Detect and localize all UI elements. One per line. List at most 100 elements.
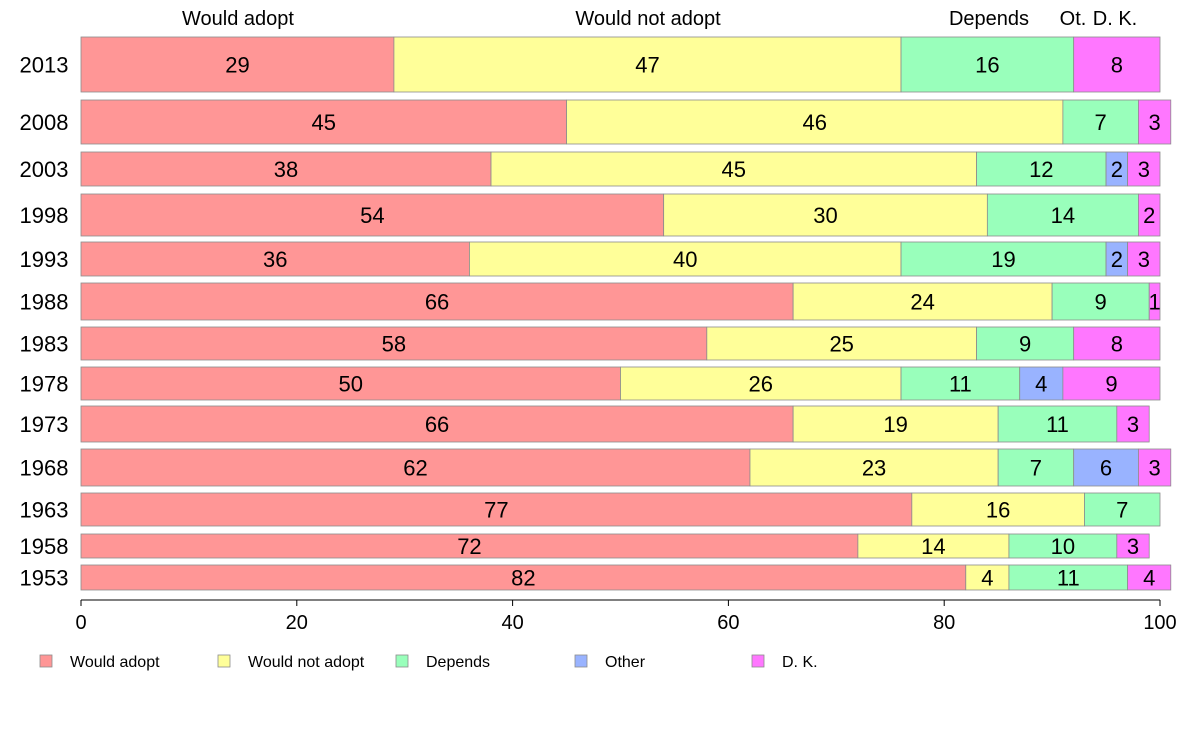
bar-value-label: 66 — [425, 412, 449, 437]
bar-segment — [80, 193, 665, 237]
bar-value-label: 24 — [910, 290, 934, 315]
legend-label: Other — [605, 654, 646, 671]
bar-segment — [80, 99, 567, 145]
bar-segment — [1051, 282, 1150, 321]
bar-segment — [706, 326, 977, 361]
bar-segment — [986, 193, 1139, 237]
bar-segment — [1084, 492, 1161, 527]
bar-value-label: 82 — [511, 566, 535, 591]
bar-segment — [900, 36, 1075, 93]
bar-value-label: 66 — [425, 290, 449, 315]
bar-value-label: 3 — [1148, 110, 1160, 135]
bar-segment — [900, 366, 1021, 401]
bar-value-label: 25 — [829, 332, 853, 357]
bar-segment — [80, 151, 492, 187]
category-label: 1973 — [20, 412, 69, 437]
bar-segment — [1138, 193, 1161, 237]
category-label: 2013 — [20, 53, 69, 78]
category-label: 2008 — [20, 110, 69, 135]
bar-value-label: 3 — [1148, 456, 1160, 481]
bar-segment — [80, 448, 751, 487]
bar-value-label: 58 — [382, 332, 406, 357]
bar-value-label: 45 — [312, 110, 336, 135]
legend-label: D. K. — [782, 654, 818, 671]
bar-value-label: 12 — [1029, 157, 1053, 182]
bar-value-label: 29 — [225, 53, 249, 78]
bar-value-label: 10 — [1051, 534, 1075, 559]
bar-value-label: 7 — [1116, 498, 1128, 523]
bar-segment — [1062, 99, 1139, 145]
category-label: 1998 — [20, 203, 69, 228]
category-label: 2003 — [20, 157, 69, 182]
bar-value-label: 4 — [981, 566, 993, 591]
bar-value-label: 19 — [991, 247, 1015, 272]
bar-segment — [393, 36, 902, 93]
bar-value-label: 45 — [722, 157, 746, 182]
bar-value-label: 50 — [339, 372, 363, 397]
bar-segment — [997, 405, 1118, 443]
top-column-label: D. K. — [1093, 8, 1137, 30]
bar-segment — [900, 241, 1107, 277]
legend-label: Would adopt — [70, 654, 160, 671]
x-tick-label: 0 — [75, 612, 86, 634]
bar-value-label: 9 — [1105, 372, 1117, 397]
bar-value-label: 7 — [1095, 110, 1107, 135]
bar-value-label: 38 — [274, 157, 298, 182]
bar-value-label: 26 — [749, 372, 773, 397]
bar-segment — [1127, 151, 1161, 187]
category-label: 1968 — [20, 456, 69, 481]
legend-label: Would not adopt — [248, 654, 365, 671]
bar-value-label: 4 — [1035, 372, 1047, 397]
bar-segment — [1138, 448, 1172, 487]
bar-segment — [80, 564, 967, 591]
bar-value-label: 3 — [1127, 534, 1139, 559]
bar-segment — [1148, 282, 1161, 321]
legend-swatch — [751, 654, 765, 668]
bar-value-label: 19 — [883, 412, 907, 437]
bar-value-label: 11 — [949, 372, 972, 397]
bar-value-label: 3 — [1127, 412, 1139, 437]
bar-segment — [1019, 366, 1064, 401]
bar-value-label: 9 — [1095, 290, 1107, 315]
bar-segment — [1116, 533, 1150, 559]
bar-value-label: 3 — [1138, 157, 1150, 182]
bar-value-label: 40 — [673, 247, 697, 272]
bar-segment — [1008, 533, 1118, 559]
legend-swatch — [395, 654, 409, 668]
bar-segment — [1127, 241, 1161, 277]
category-label: 1988 — [20, 290, 69, 315]
legend-swatch — [39, 654, 53, 668]
bar-segment — [792, 282, 1053, 321]
legend-swatch — [217, 654, 231, 668]
x-tick-label: 40 — [501, 612, 523, 634]
category-label: 1963 — [20, 498, 69, 523]
bar-value-label: 1 — [1148, 290, 1160, 315]
legend-label: Depends — [426, 654, 490, 671]
x-tick-label: 60 — [717, 612, 739, 634]
bar-value-label: 54 — [360, 203, 384, 228]
bar-value-label: 2 — [1111, 247, 1123, 272]
category-label: 1953 — [20, 566, 69, 591]
bar-value-label: 14 — [921, 534, 945, 559]
bar-value-label: 11 — [1046, 412, 1069, 437]
legend-swatch — [574, 654, 588, 668]
top-column-label: Depends — [949, 8, 1029, 30]
bar-value-label: 23 — [862, 456, 886, 481]
bar-segment — [1116, 405, 1150, 443]
bar-value-label: 16 — [986, 498, 1010, 523]
x-tick-label: 100 — [1143, 612, 1176, 634]
bar-value-label: 77 — [484, 498, 508, 523]
bar-value-label: 16 — [975, 53, 999, 78]
bar-value-label: 46 — [802, 110, 826, 135]
bar-segment — [663, 193, 988, 237]
bar-value-label: 4 — [1143, 566, 1155, 591]
bar-value-label: 3 — [1138, 247, 1150, 272]
bar-value-label: 8 — [1111, 53, 1123, 78]
bar-value-label: 36 — [263, 247, 287, 272]
bar-segment — [490, 151, 977, 187]
bar-segment — [1062, 366, 1161, 401]
category-label: 1978 — [20, 372, 69, 397]
bar-segment — [1073, 326, 1161, 361]
